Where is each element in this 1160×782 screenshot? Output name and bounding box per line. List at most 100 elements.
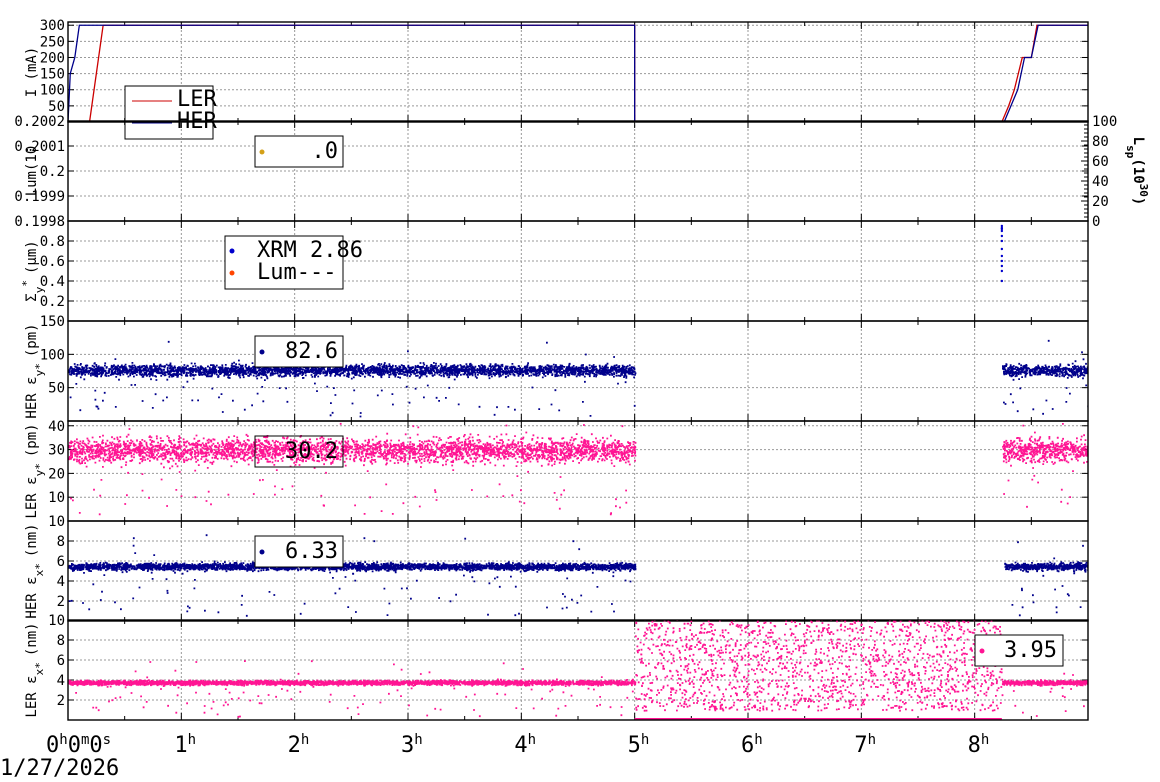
y-tick-label: 0.4 <box>40 274 65 290</box>
x-tick-label: 5h <box>628 732 650 758</box>
legend-label-xrm: XRM 2.86 <box>257 238 363 263</box>
data-point-xrm <box>1000 224 1004 228</box>
data-group <box>68 339 1088 418</box>
panel-frame <box>67 21 1089 123</box>
legend-value: 82.6 <box>285 339 338 364</box>
scatter-points <box>68 534 1088 617</box>
y-tick-label: 0.6 <box>40 254 65 270</box>
y-tick-label: 2 <box>57 594 65 610</box>
y-tick-label: 300 <box>40 18 65 34</box>
y-tick-label: 0.2 <box>40 294 65 310</box>
panel-frame <box>67 619 1089 721</box>
right-y-tick-label: 80 <box>1092 134 1109 150</box>
x-tick-label: 2h <box>288 732 310 758</box>
y-axis-label: HER εy*(pm) <box>24 323 46 418</box>
y-axis-label: I (mA) <box>24 47 40 98</box>
legend-value: .0 <box>312 139 339 164</box>
x-tick-label: 7h <box>854 732 876 758</box>
scatter-points <box>68 422 1088 516</box>
legend-value: 30.2 <box>285 439 338 464</box>
legend-box <box>254 335 344 368</box>
legend-box <box>254 535 344 568</box>
y-tick-label: 200 <box>40 50 65 66</box>
y-tick-label: 8 <box>57 633 65 649</box>
data-group <box>68 534 1088 617</box>
legend-label-lum: Lum--- <box>257 260 336 285</box>
data-point-xrm <box>1000 229 1004 233</box>
y-axis-label: Σy*(µm) <box>20 240 46 301</box>
right-y-axis-label: Lsp(1030) <box>1125 137 1151 206</box>
y-tick-label: 4 <box>57 574 65 590</box>
x-tick-label: 0h0m0s <box>46 732 111 758</box>
panel-her_emit_x: 10 8 6 4 2 HER εx*(nm) 6.33 <box>24 514 1089 622</box>
y-tick-label: 6 <box>57 653 65 669</box>
x-tick-label: 4h <box>514 732 536 758</box>
scatter-points <box>68 620 1088 718</box>
data-point-xrm <box>1000 259 1004 263</box>
legend-marker <box>259 449 265 455</box>
right-y-tick-label: 60 <box>1092 154 1109 170</box>
data-point-xrm <box>1000 279 1004 283</box>
legend: 6.33 <box>254 535 344 568</box>
y-tick-label: 100 <box>40 347 65 363</box>
right-y-tick-label: 0 <box>1092 214 1100 230</box>
y-tick-label: 4 <box>57 673 65 689</box>
right-y-tick-label: 20 <box>1092 194 1109 210</box>
x-tick-label: 6h <box>741 732 763 758</box>
data-group <box>68 24 1088 122</box>
data-point-xrm <box>1000 264 1004 268</box>
data-point-xrm <box>1000 234 1004 238</box>
y-tick-label: 100 <box>40 83 65 99</box>
data-point-xrm <box>1000 239 1004 243</box>
legend-label-ler: LER <box>177 87 217 112</box>
y-axis-label: LER εy*(pm) <box>24 423 46 518</box>
y-axis-label: Lum(10 <box>24 146 40 197</box>
y-tick-label: 0.2002 <box>14 114 65 130</box>
y-tick-label: 0.2001 <box>14 139 65 155</box>
right-y-tick-label: 100 <box>1092 114 1117 130</box>
series-line-ler <box>68 24 1088 122</box>
date-label: 1/27/2026 <box>0 756 120 781</box>
x-axis-ticks: 0h0m0s 1h 2h 3h 4h 5h 6h 7h 8h <box>46 732 989 758</box>
y-tick-label: 10 <box>48 613 65 629</box>
y-tick-label: 6 <box>57 554 65 570</box>
legend-marker-lum <box>229 270 235 276</box>
panel-frame <box>67 420 1089 522</box>
y-tick-label: 150 <box>40 314 65 330</box>
x-tick-label: 3h <box>401 732 423 758</box>
panel-ler_emit_x: 10 8 6 4 2 LER εx*(nm) 3.95 <box>24 613 1089 721</box>
y-tick-label: 10 <box>48 514 65 530</box>
y-tick-label: 30 <box>48 443 65 459</box>
y-tick-label: 8 <box>57 534 65 550</box>
y-axis-label: HER εx*(nm) <box>24 523 46 618</box>
legend-box <box>254 135 344 168</box>
y-tick-label: 0.8 <box>40 234 65 250</box>
x-tick-label: 8h <box>968 732 990 758</box>
legend-marker-xrm <box>229 248 235 254</box>
legend-box <box>254 435 344 468</box>
legend-box <box>974 634 1064 667</box>
y-tick-label: 10 <box>48 490 65 506</box>
y-tick-label: 50 <box>48 99 65 115</box>
legend-marker-lum <box>259 149 265 155</box>
series-line-her <box>68 24 1088 122</box>
y-tick-label: 0.2 <box>40 164 65 180</box>
y-tick-label: 50 <box>48 381 65 397</box>
data-point-xrm <box>1000 269 1004 273</box>
data-group <box>68 620 1088 720</box>
legend-marker <box>979 648 985 654</box>
right-y-tick-label: 40 <box>1092 174 1109 190</box>
y-tick-label: 0.1999 <box>14 189 65 205</box>
y-tick-label: 150 <box>40 67 65 83</box>
legend: 3.95 <box>974 634 1064 667</box>
y-tick-label: 40 <box>48 419 65 435</box>
data-point-xrm <box>1000 254 1004 258</box>
data-group <box>1000 224 1004 283</box>
data-point-xrm <box>1000 247 1004 251</box>
